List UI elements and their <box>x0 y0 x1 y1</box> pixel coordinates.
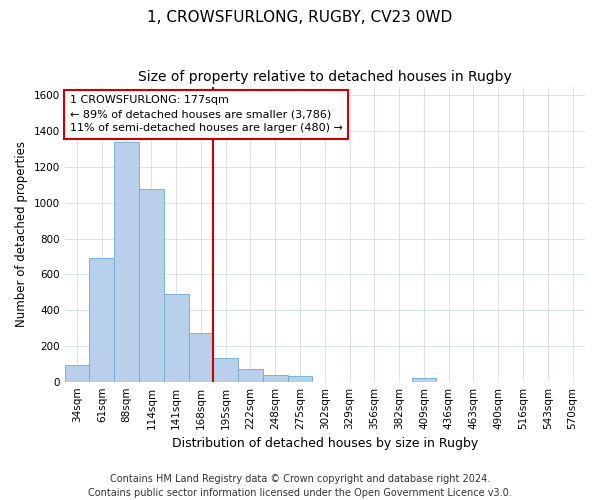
Bar <box>65 364 89 382</box>
Bar <box>164 294 188 382</box>
Bar <box>263 374 287 382</box>
Text: 1, CROWSFURLONG, RUGBY, CV23 0WD: 1, CROWSFURLONG, RUGBY, CV23 0WD <box>148 10 452 25</box>
Bar <box>89 258 114 382</box>
Bar <box>114 142 139 382</box>
Bar <box>287 376 313 382</box>
Bar <box>139 188 164 382</box>
X-axis label: Distribution of detached houses by size in Rugby: Distribution of detached houses by size … <box>172 437 478 450</box>
Title: Size of property relative to detached houses in Rugby: Size of property relative to detached ho… <box>138 70 512 84</box>
Bar <box>214 358 238 382</box>
Text: Contains HM Land Registry data © Crown copyright and database right 2024.
Contai: Contains HM Land Registry data © Crown c… <box>88 474 512 498</box>
Y-axis label: Number of detached properties: Number of detached properties <box>15 141 28 327</box>
Bar <box>238 369 263 382</box>
Bar <box>412 378 436 382</box>
Bar <box>188 334 214 382</box>
Text: 1 CROWSFURLONG: 177sqm
← 89% of detached houses are smaller (3,786)
11% of semi-: 1 CROWSFURLONG: 177sqm ← 89% of detached… <box>70 96 343 134</box>
